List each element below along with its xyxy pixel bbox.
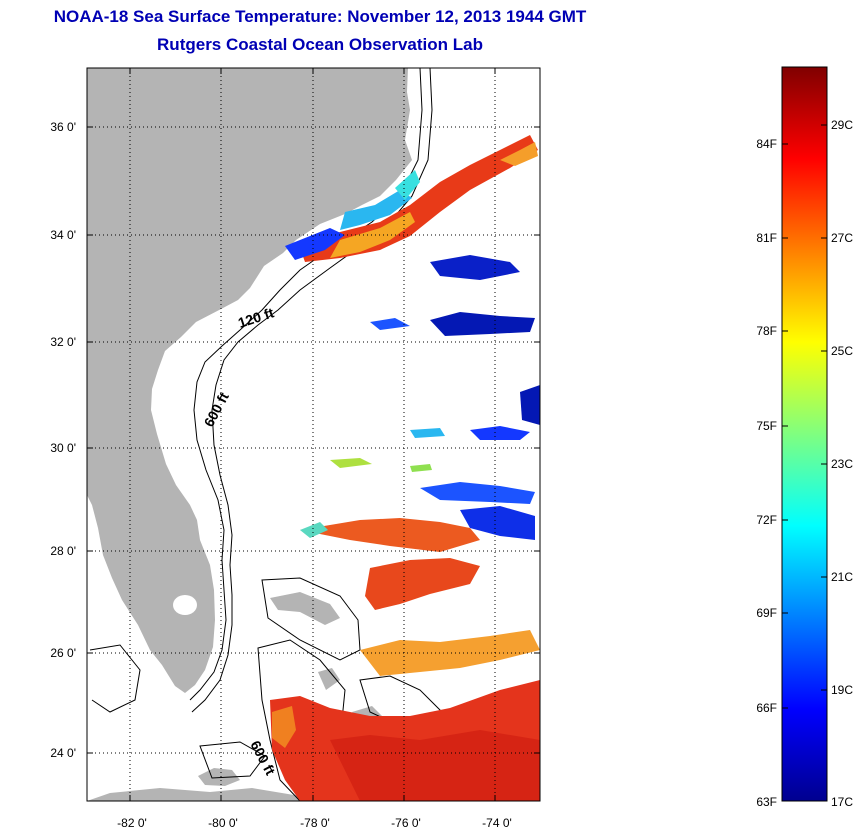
lon-label-82: -82 0' [117, 816, 147, 830]
colorbar-c-25: 25C [831, 344, 853, 358]
colorbar-f-81: 81F [756, 231, 777, 245]
lat-label-36: 36 0' [50, 120, 76, 134]
colorbar-c-23: 23C [831, 457, 853, 471]
colorbar-f-75: 75F [756, 419, 777, 433]
lon-label-80: -80 0' [208, 816, 238, 830]
lon-label-76: -76 0' [391, 816, 421, 830]
lat-label-30: 30 0' [50, 441, 76, 455]
sst-data-patches [270, 135, 540, 801]
isobath-120ft [189, 68, 423, 701]
us-southeast-land [87, 68, 412, 693]
colorbar-f-66: 66F [756, 701, 777, 715]
colorbar-f-72: 72F [756, 513, 777, 527]
colorbar-f-78: 78F [756, 324, 777, 338]
colorbar-c-19: 19C [831, 683, 853, 697]
lon-label-74: -74 0' [482, 816, 512, 830]
map-subtitle: Rutgers Coastal Ocean Observation Lab [157, 35, 483, 54]
colorbar-f-84: 84F [756, 137, 777, 151]
colorbar-ticks [782, 124, 827, 709]
colorbar-c-21: 21C [831, 570, 853, 584]
cuba-land [87, 788, 330, 801]
colorbar [781, 66, 828, 802]
lat-label-32: 32 0' [50, 335, 76, 349]
colorbar-f-69: 69F [756, 606, 777, 620]
lat-label-28: 28 0' [50, 544, 76, 558]
lon-label-78: -78 0' [300, 816, 330, 830]
bahamas-abaco-land [270, 592, 340, 625]
colorbar-c-27: 27C [831, 231, 853, 245]
map-title: NOAA-18 Sea Surface Temperature: Novembe… [53, 7, 587, 26]
lat-label-34: 34 0' [50, 228, 76, 242]
lat-label-24: 24 0' [50, 746, 76, 760]
axis-ticks [87, 68, 540, 801]
florida-keys-land [198, 768, 240, 786]
colorbar-c-17: 17C [831, 795, 853, 809]
colorbar-f-63: 63F [756, 795, 777, 809]
lat-label-26: 26 0' [50, 646, 76, 660]
colorbar-c-29: 29C [831, 118, 853, 132]
